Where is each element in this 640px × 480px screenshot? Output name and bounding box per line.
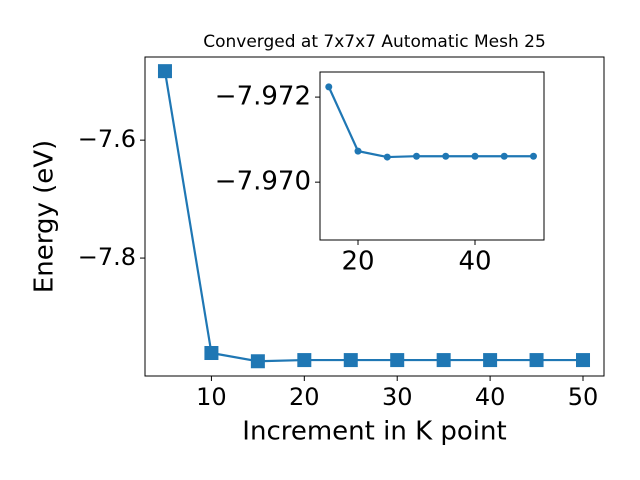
x-axis-label: Increment in K point — [242, 417, 506, 447]
data-marker — [297, 353, 312, 368]
x-tick-label: 50 — [568, 383, 599, 411]
data-marker — [436, 353, 451, 368]
chart-title: Converged at 7x7x7 Automatic Mesh 25 — [203, 32, 546, 52]
x-tick-label: 30 — [382, 383, 413, 411]
y-tick-label: −7.970 — [215, 167, 311, 197]
y-axis-label: Energy (eV) — [30, 140, 60, 293]
data-marker — [576, 353, 591, 368]
data-line — [327, 86, 534, 159]
x-tick-label: 20 — [289, 383, 320, 411]
data-marker — [483, 353, 498, 368]
y-tick-label: −7.8 — [78, 243, 136, 271]
data-marker — [442, 152, 450, 160]
data-marker — [529, 152, 537, 160]
data-marker — [204, 346, 219, 361]
data-marker — [390, 353, 405, 368]
data-marker — [325, 83, 333, 91]
data-marker — [383, 153, 391, 161]
data-line — [163, 70, 584, 363]
y-tick-label: −7.972 — [215, 82, 311, 112]
x-tick-label: 40 — [475, 383, 506, 411]
x-tick-label: 40 — [458, 247, 491, 277]
y-tick-label: −7.6 — [78, 125, 136, 153]
data-marker — [354, 147, 362, 155]
data-marker — [250, 354, 265, 369]
data-marker — [413, 152, 421, 160]
x-tick-label: 10 — [196, 383, 227, 411]
data-marker — [529, 353, 544, 368]
data-marker — [471, 152, 479, 160]
data-marker — [343, 353, 358, 368]
data-marker — [500, 152, 508, 160]
x-tick-label: 20 — [341, 247, 374, 277]
data-marker — [157, 64, 172, 79]
